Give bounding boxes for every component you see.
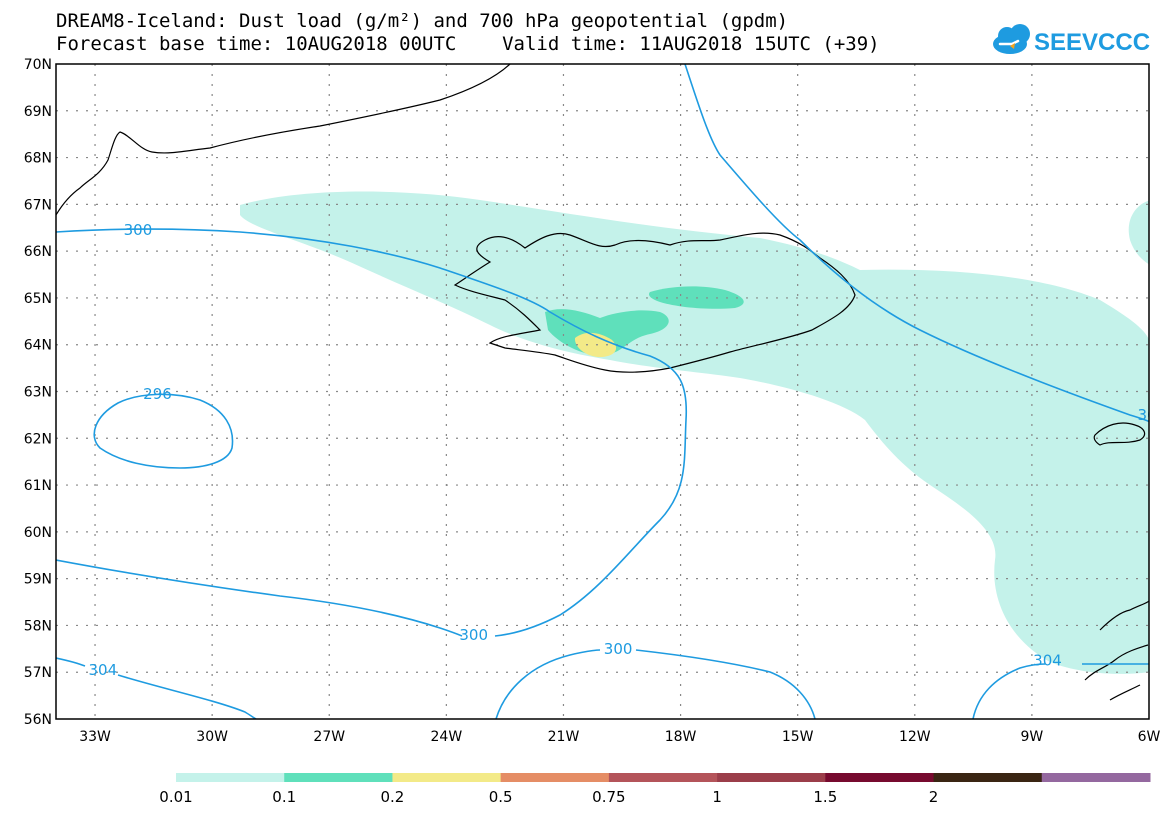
contour-296 [93,393,234,469]
map-field: 300 296 300 300 304 304 30 [56,64,1157,719]
colorbar-tick-label: 1 [712,788,722,806]
graticule [56,64,1149,719]
greenland-coast [56,64,511,216]
longitude-tick-label: 30W [196,729,228,745]
longitude-tick-label: 6W [1138,729,1161,745]
latitude-tick-label: 69N [24,104,52,120]
contour-300-northwest [56,228,688,637]
latitude-tick-label: 60N [24,525,52,541]
longitude-labels: 33W 30W 27W 24W 21W 18W 15W 12W 9W 6W [79,729,1160,745]
latitude-tick-label: 70N [24,57,52,73]
latitude-tick-label: 66N [24,244,52,260]
contour-300-northeast [684,64,1149,423]
colorbar-tick-label: 0.75 [592,788,625,806]
contour-value-label: 300 [459,626,488,644]
colorbar-tick-label: 2 [929,788,939,806]
latitude-tick-label: 62N [24,431,52,447]
map-subtitle: Forecast base time: 10AUG2018 00UTC Vali… [56,33,880,55]
colorbar-segment [825,773,935,782]
contour-300-south [495,649,816,719]
seevccc-logo: SEEVCCC [993,24,1150,56]
logo-text: SEEVCCC [1034,29,1150,56]
colorbar-tick-label: 0.5 [489,788,513,806]
contour-value-label: 300 [604,640,633,658]
longitude-tick-label: 18W [665,729,697,745]
contour-value-label: 304 [89,661,118,679]
colorbar-tick-label: 0.01 [159,788,192,806]
map-frame [55,63,1150,720]
colorbar-segment [392,773,502,782]
longitude-tick-label: 12W [899,729,931,745]
colorbar-segment [1041,773,1151,782]
contour-304-east [972,663,1149,719]
colorbar-segment [284,773,393,782]
latitude-tick-label: 56N [24,712,52,728]
colorbar-tick-label: 0.1 [272,788,296,806]
dust-region-level3 [574,332,617,358]
latitude-tick-label: 58N [24,618,52,634]
contour-value-label: 300 [124,221,153,239]
latitude-labels: 56N 57N 58N 59N 60N 61N 62N 63N 64N 65N 66N 67N 68N 6… [24,57,52,728]
colorbar-segment [608,773,718,782]
latitude-tick-label: 67N [24,197,52,213]
contour-300-west [56,559,463,637]
longitude-tick-label: 33W [79,729,111,745]
colorbar-segment [176,773,285,782]
map-title: DREAM8-Iceland: Dust load (g/m²) and 700… [56,10,789,32]
longitude-tick-label: 21W [548,729,580,745]
latitude-tick-label: 59N [24,572,52,588]
longitude-tick-label: 27W [313,729,345,745]
colorbar: 0.01 0.1 0.2 0.5 0.75 1 1.5 2 [159,773,1151,806]
scotland-coast [1084,600,1149,701]
longitude-tick-label: 9W [1021,729,1044,745]
latitude-tick-label: 64N [24,338,52,354]
dust-region-level2 [545,309,669,356]
faroe-coast [1093,422,1146,446]
colorbar-segment [717,773,826,782]
contour-304-west [56,657,257,719]
latitude-tick-label: 57N [24,665,52,681]
longitude-tick-label: 15W [782,729,814,745]
colorbar-tick-label: 1.5 [813,788,837,806]
latitude-tick-label: 63N [24,385,52,401]
latitude-tick-label: 68N [24,151,52,167]
latitude-tick-label: 65N [24,291,52,307]
contour-labels: 300 296 300 300 304 304 30 [89,221,1157,679]
colorbar-tick-label: 0.2 [381,788,405,806]
cloud-icon [993,24,1030,54]
colorbar-segment [500,773,610,782]
dust-region-level1 [240,191,1149,674]
contour-value-label: 30 [1138,406,1157,424]
contour-value-label: 296 [143,385,172,403]
geopotential-contours [56,64,1149,719]
colorbar-segment [933,773,1043,782]
longitude-tick-label: 24W [431,729,463,745]
contour-value-label: 304 [1033,652,1062,670]
dust-region-level1-east [1128,200,1149,265]
latitude-tick-label: 61N [24,478,52,494]
